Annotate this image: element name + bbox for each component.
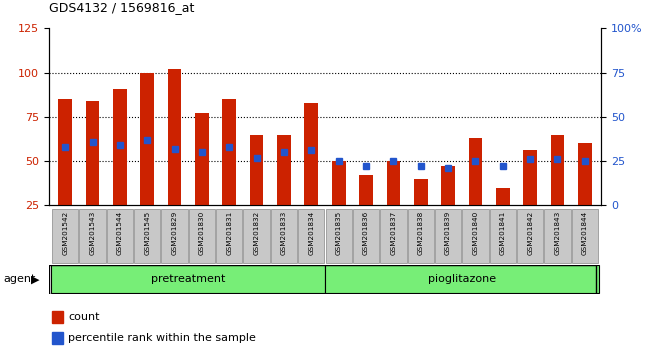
Bar [195, 113, 209, 205]
Bar [51, 266, 325, 293]
Text: GSM201833: GSM201833 [281, 211, 287, 255]
Text: GDS4132 / 1569816_at: GDS4132 / 1569816_at [49, 1, 194, 14]
Text: GSM201839: GSM201839 [445, 211, 451, 255]
Bar [469, 138, 482, 205]
Bar [271, 210, 297, 263]
Text: GSM201834: GSM201834 [308, 211, 315, 255]
Bar [113, 88, 127, 205]
Bar [414, 179, 428, 205]
Bar [168, 69, 181, 205]
Text: GSM201840: GSM201840 [473, 211, 478, 255]
Bar [551, 135, 564, 205]
Bar [380, 210, 406, 263]
Text: GSM201843: GSM201843 [554, 211, 560, 255]
Bar [496, 188, 510, 205]
Bar [304, 103, 318, 205]
Text: pioglitazone: pioglitazone [428, 274, 496, 284]
Bar [517, 210, 543, 263]
Text: GSM201837: GSM201837 [391, 211, 396, 255]
Bar [578, 143, 592, 205]
Text: GSM201830: GSM201830 [199, 211, 205, 255]
Bar [216, 210, 242, 263]
Bar [79, 210, 106, 263]
Bar [134, 210, 161, 263]
Bar [544, 210, 571, 263]
Bar [523, 150, 537, 205]
Text: pretreatment: pretreatment [151, 274, 226, 284]
Text: GSM201844: GSM201844 [582, 211, 588, 255]
Bar [52, 210, 78, 263]
Bar [489, 210, 516, 263]
Bar [161, 210, 188, 263]
Text: GSM201829: GSM201829 [172, 211, 177, 255]
Bar [353, 210, 379, 263]
Bar [298, 210, 324, 263]
Text: GSM201545: GSM201545 [144, 211, 150, 255]
Bar [58, 99, 72, 205]
Bar [140, 73, 154, 205]
Bar [332, 161, 346, 205]
Text: GSM201842: GSM201842 [527, 211, 533, 255]
Text: GSM201542: GSM201542 [62, 211, 68, 255]
Text: GSM201543: GSM201543 [90, 211, 96, 255]
Bar [244, 210, 270, 263]
Bar [51, 311, 62, 323]
Bar [387, 161, 400, 205]
Bar [462, 210, 489, 263]
Bar [277, 135, 291, 205]
Bar [250, 135, 263, 205]
Bar [408, 210, 434, 263]
Bar [51, 332, 62, 344]
Bar [572, 210, 598, 263]
Text: ▶: ▶ [31, 274, 40, 284]
Text: percentile rank within the sample: percentile rank within the sample [68, 333, 256, 343]
Bar [222, 99, 236, 205]
Text: GSM201832: GSM201832 [254, 211, 259, 255]
Bar [86, 101, 99, 205]
Text: count: count [68, 312, 99, 322]
Bar [435, 210, 462, 263]
Bar [326, 210, 352, 263]
Text: agent: agent [3, 274, 36, 284]
Bar [107, 210, 133, 263]
Bar [441, 166, 455, 205]
Bar [188, 210, 215, 263]
Text: GSM201836: GSM201836 [363, 211, 369, 255]
Text: GSM201544: GSM201544 [117, 211, 123, 255]
Bar [359, 175, 373, 205]
Text: GSM201838: GSM201838 [418, 211, 424, 255]
Text: GSM201835: GSM201835 [335, 211, 342, 255]
Bar [325, 266, 599, 293]
Text: GSM201831: GSM201831 [226, 211, 232, 255]
Text: GSM201841: GSM201841 [500, 211, 506, 255]
